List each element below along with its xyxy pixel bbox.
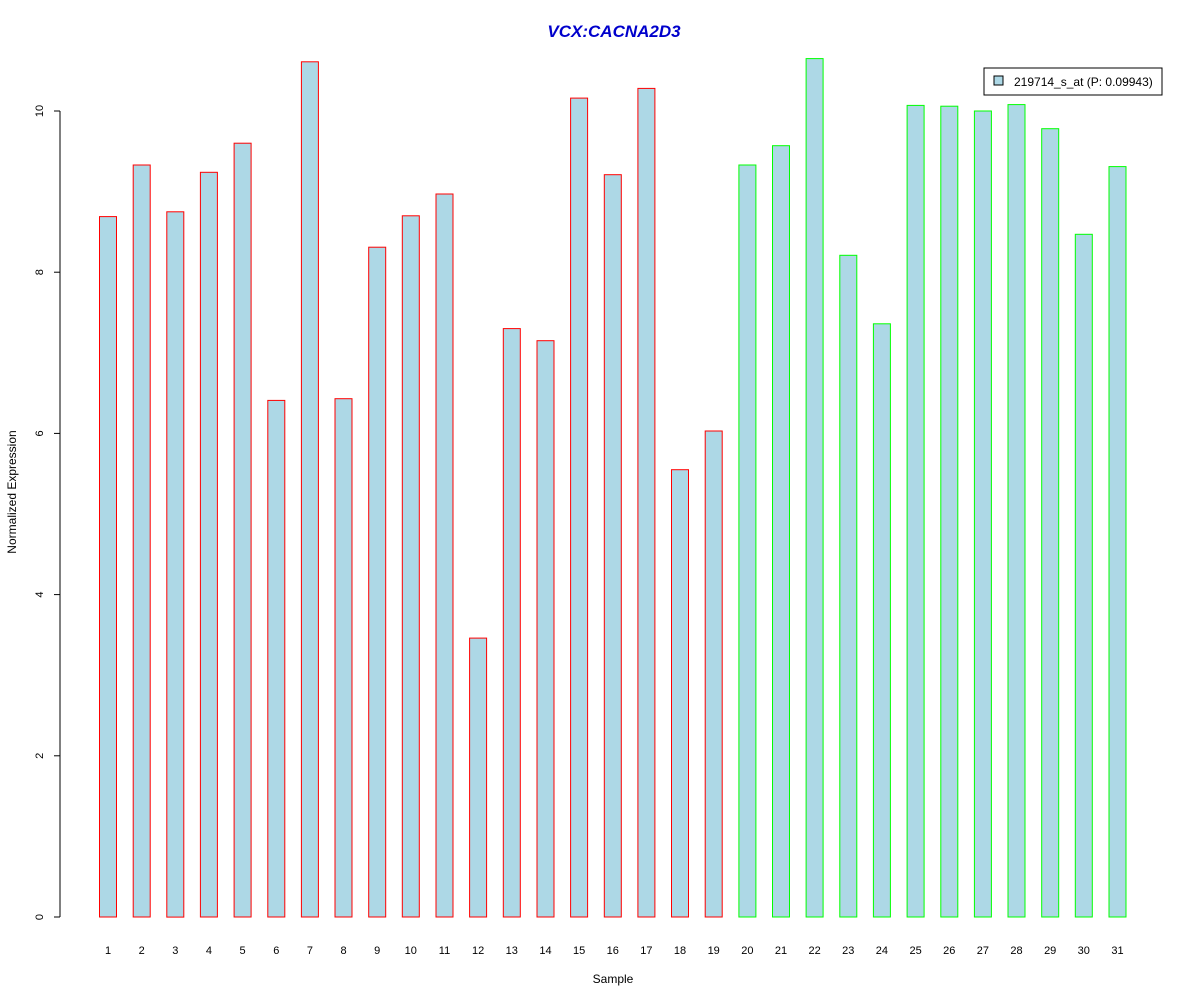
y-tick-label: 8 — [34, 269, 46, 275]
x-tick-label: 17 — [640, 945, 652, 957]
y-axis: 0 2 4 6 8 10 — [34, 105, 61, 920]
bar-sample-3 — [166, 211, 185, 918]
x-axis-label: Sample — [593, 972, 634, 986]
bar-sample-19 — [704, 430, 723, 918]
bar-sample-4 — [199, 171, 218, 918]
chart-title: VCX:CACNA2D3 — [547, 22, 681, 41]
bar-sample-18 — [671, 469, 689, 918]
x-tick-label: 19 — [708, 945, 720, 957]
y-axis-label: Normalized Expression — [5, 430, 19, 553]
x-tick-label: 23 — [842, 945, 854, 957]
y-tick-label: 4 — [34, 592, 46, 598]
bar-sample-31 — [1108, 166, 1127, 918]
x-tick-label: 29 — [1044, 945, 1056, 957]
bars — [99, 58, 1127, 918]
bar-sample-9 — [368, 246, 387, 918]
bar-sample-14 — [536, 340, 555, 918]
y-tick-label: 6 — [34, 430, 46, 436]
y-tick-label: 10 — [34, 105, 46, 117]
bar-sample-26 — [940, 105, 959, 918]
x-tick-label: 25 — [909, 945, 921, 957]
bar-sample-23 — [839, 254, 858, 918]
x-tick-label: 5 — [240, 945, 246, 957]
bar-sample-22 — [805, 58, 824, 918]
x-tick-label: 31 — [1111, 945, 1123, 957]
x-axis-ticks: 1 2 3 4 5 6 7 8 9 10 11 12 13 14 15 16 17 18 19 20 21 22 23 24 2… — [105, 945, 1124, 957]
x-tick-label: 21 — [775, 945, 787, 957]
bar-sample-11 — [435, 193, 454, 918]
bar-sample-1 — [99, 216, 117, 918]
x-tick-label: 20 — [741, 945, 753, 957]
x-tick-label: 1 — [105, 945, 111, 957]
x-tick-label: 13 — [506, 945, 518, 957]
x-tick-label: 27 — [977, 945, 989, 957]
bar-sample-25 — [906, 104, 925, 918]
bar-sample-17 — [637, 87, 656, 918]
bar-sample-24 — [872, 323, 891, 918]
bar-sample-8 — [334, 398, 353, 918]
bar-sample-30 — [1074, 233, 1093, 918]
x-tick-label: 28 — [1010, 945, 1022, 957]
x-tick-label: 18 — [674, 945, 686, 957]
x-tick-label: 11 — [439, 945, 450, 957]
bar-sample-15 — [570, 97, 589, 918]
x-tick-label: 12 — [472, 945, 484, 957]
x-tick-label: 7 — [307, 945, 313, 957]
bar-sample-10 — [401, 215, 420, 918]
x-tick-label: 30 — [1078, 945, 1090, 957]
x-tick-label: 14 — [539, 945, 551, 957]
x-tick-label: 15 — [573, 945, 585, 957]
x-tick-label: 8 — [340, 945, 346, 957]
bar-sample-6 — [267, 399, 286, 918]
x-tick-label: 4 — [206, 945, 212, 957]
x-tick-label: 24 — [876, 945, 888, 957]
bar-sample-27 — [973, 110, 992, 918]
bar-sample-12 — [469, 637, 488, 918]
x-tick-label: 2 — [139, 945, 145, 957]
x-tick-label: 3 — [172, 945, 178, 957]
x-tick-label: 9 — [374, 945, 380, 957]
bar-sample-20 — [738, 164, 757, 918]
bar-sample-2 — [132, 164, 151, 918]
x-tick-label: 10 — [405, 945, 417, 957]
x-tick-label: 26 — [943, 945, 955, 957]
bar-sample-16 — [603, 174, 622, 918]
x-tick-label: 6 — [273, 945, 279, 957]
legend-swatch — [993, 75, 1004, 86]
bar-sample-5 — [233, 142, 252, 918]
bar-sample-28 — [1007, 104, 1026, 918]
x-tick-label: 16 — [607, 945, 619, 957]
bar-sample-29 — [1041, 128, 1060, 918]
x-tick-label: 22 — [808, 945, 820, 957]
y-tick-label: 2 — [34, 753, 46, 759]
legend-box — [983, 67, 1163, 96]
y-tick-label: 0 — [34, 914, 46, 920]
legend-label: 219714_s_at (P: 0.09943) — [1014, 75, 1153, 89]
bar-sample-7 — [300, 61, 319, 918]
bar-sample-13 — [502, 328, 521, 918]
bar-sample-21 — [772, 145, 790, 918]
legend: 219714_s_at (P: 0.09943) — [983, 67, 1163, 96]
